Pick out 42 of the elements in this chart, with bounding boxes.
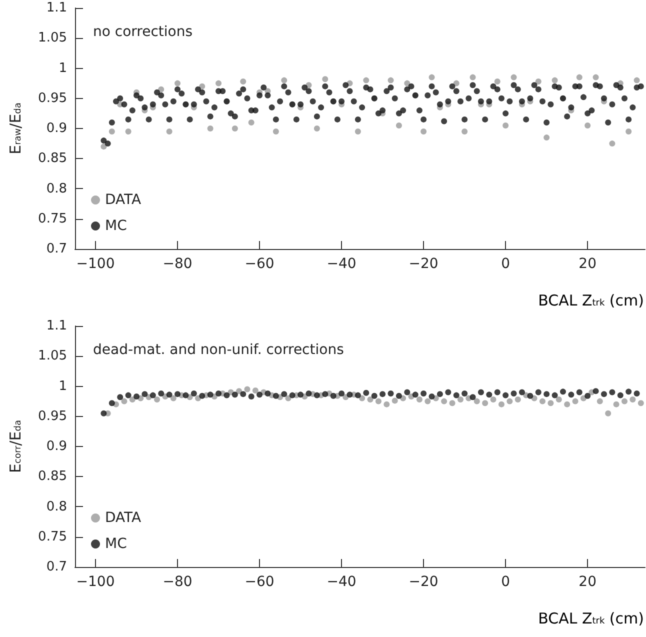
x-tick-label: −100 [76, 574, 115, 590]
x-tick-label: 0 [501, 574, 510, 590]
y-tick-label: 1.1 [46, 0, 67, 16]
y-tick-label: 0.85 [38, 469, 67, 484]
legend-label: DATA [105, 510, 142, 526]
text: no corrections [93, 24, 193, 40]
text: dead-mat. and non-unif. corrections [93, 342, 344, 358]
y-axis-title: Eraw/Eda [6, 102, 24, 154]
x-tick-label: −40 [326, 574, 356, 590]
y-tick-label: 0.7 [46, 242, 67, 256]
y-tick-label: 0.95 [38, 408, 67, 424]
x-tick-label: 20 [578, 256, 597, 272]
y-tick-label: 0.75 [38, 529, 67, 544]
x-tick-label: −40 [326, 256, 356, 272]
legend-label: DATA [105, 192, 142, 208]
y-tick-label: 0.9 [46, 439, 67, 454]
y-axis-title: Ecorr/Eda [6, 420, 24, 473]
legend-label: MC [105, 536, 128, 552]
x-tick-label: −60 [244, 256, 274, 272]
x-tick-label: −20 [408, 574, 438, 590]
y-tick-label: 0.95 [38, 90, 67, 106]
y-tick-label: 0.85 [38, 151, 67, 166]
y-tick-label: 1.05 [38, 348, 67, 364]
x-tick-label: 0 [501, 256, 510, 272]
x-tick-label: 20 [578, 574, 597, 590]
y-tick-label: 1 [58, 60, 67, 76]
x-tick-label: −60 [244, 574, 274, 590]
y-tick-label: 0.75 [38, 211, 67, 226]
y-tick-label: 1.1 [46, 318, 67, 334]
y-tick-label: 1 [58, 378, 67, 394]
x-tick-label: −80 [162, 256, 192, 272]
legend-label: MC [105, 218, 128, 234]
y-tick-label: 0.7 [46, 560, 67, 574]
x-tick-label: −20 [408, 256, 438, 272]
y-tick-label: 0.9 [46, 121, 67, 136]
y-tick-label: 0.8 [46, 181, 67, 196]
y-tick-label: 1.05 [38, 30, 67, 46]
x-tick-label: −100 [76, 256, 115, 272]
x-axis-title: BCAL Ztrk (cm) [538, 610, 644, 628]
y-tick-label: 0.8 [46, 499, 67, 514]
x-tick-label: −80 [162, 574, 192, 590]
x-axis-title: BCAL Ztrk (cm) [538, 292, 644, 310]
